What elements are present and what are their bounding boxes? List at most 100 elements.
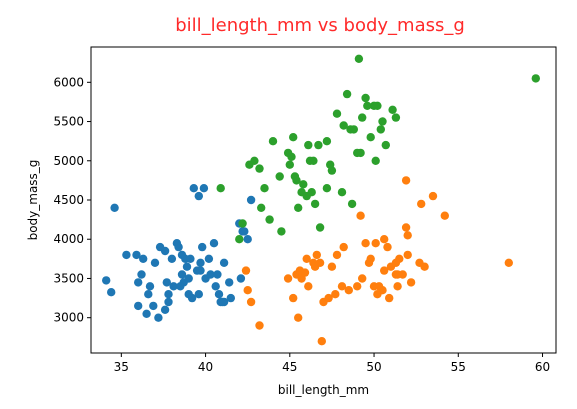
- data-point: [209, 239, 219, 248]
- y-tick-label: 4000: [53, 232, 84, 246]
- data-point: [366, 133, 375, 142]
- data-point: [167, 254, 177, 263]
- data-point: [142, 309, 151, 318]
- chart-title: bill_length_mm vs body_mass_g: [175, 15, 465, 36]
- data-point: [154, 313, 163, 322]
- data-point: [283, 274, 293, 283]
- data-point: [401, 176, 411, 185]
- data-point: [216, 184, 225, 193]
- data-point: [160, 246, 170, 256]
- data-point: [337, 188, 347, 197]
- data-point: [218, 297, 227, 307]
- data-point: [322, 184, 332, 193]
- data-point: [204, 254, 214, 263]
- data-point: [107, 288, 116, 297]
- data-point: [164, 297, 173, 307]
- data-point: [289, 133, 298, 142]
- data-point: [344, 286, 353, 295]
- data-point: [240, 227, 249, 236]
- data-point: [312, 250, 321, 260]
- data-point: [236, 274, 246, 283]
- data-point: [243, 286, 252, 295]
- data-point: [213, 270, 222, 279]
- data-point: [304, 282, 313, 291]
- data-point: [401, 223, 411, 232]
- data-point: [373, 101, 382, 111]
- data-point: [361, 93, 370, 103]
- data-point: [260, 184, 269, 193]
- data-point: [226, 293, 235, 303]
- data-point: [302, 254, 311, 263]
- data-point: [246, 297, 256, 307]
- data-point: [277, 227, 286, 236]
- x-tick-label: 35: [114, 360, 129, 374]
- data-point: [420, 262, 429, 271]
- data-point: [250, 156, 259, 165]
- x-tick-label: 55: [451, 360, 466, 374]
- data-point: [381, 140, 390, 150]
- data-point: [347, 199, 357, 209]
- data-point: [265, 215, 274, 224]
- data-point: [385, 293, 394, 303]
- data-point: [225, 278, 234, 287]
- data-point: [196, 266, 205, 275]
- data-point: [324, 293, 333, 303]
- data-point: [531, 74, 540, 83]
- data-point: [255, 164, 264, 173]
- data-point: [102, 276, 111, 285]
- series-0: [102, 184, 256, 322]
- data-point: [371, 156, 380, 165]
- data-point: [317, 337, 326, 346]
- data-point: [315, 258, 325, 267]
- y-axis-label: body_mass_g: [26, 160, 40, 241]
- x-tick-label: 45: [282, 360, 297, 374]
- data-point: [243, 235, 252, 244]
- data-point: [361, 239, 370, 248]
- data-point: [162, 278, 171, 287]
- data-point: [299, 180, 308, 189]
- data-point: [342, 89, 352, 99]
- data-point: [440, 211, 449, 220]
- data-point: [194, 191, 203, 201]
- series-2: [216, 54, 540, 244]
- data-point: [391, 258, 401, 267]
- data-point: [294, 203, 303, 212]
- data-point: [184, 274, 193, 283]
- x-axis-label: bill_length_mm: [278, 383, 369, 397]
- data-point: [176, 282, 185, 291]
- data-point: [371, 239, 380, 248]
- data-point: [326, 160, 335, 169]
- y-axis-ticks: 3000 3500 4000 4500 5000 5500 6000: [53, 75, 91, 325]
- data-point: [294, 313, 303, 322]
- plot-area-frame: [90, 46, 557, 354]
- data-point: [132, 250, 141, 260]
- data-point: [356, 211, 365, 220]
- x-tick-label: 50: [366, 360, 381, 374]
- data-point: [241, 266, 251, 275]
- data-point: [219, 258, 229, 267]
- y-tick-label: 4500: [53, 193, 84, 207]
- data-point: [349, 125, 358, 134]
- data-point: [289, 293, 298, 303]
- data-point: [134, 301, 143, 311]
- data-point: [150, 258, 160, 267]
- series-1: [241, 176, 513, 346]
- data-point: [122, 250, 131, 260]
- data-point: [174, 242, 183, 252]
- data-point: [383, 242, 392, 252]
- data-point: [255, 321, 264, 330]
- data-point: [144, 290, 153, 299]
- data-point: [358, 113, 367, 122]
- data-point: [110, 203, 119, 212]
- data-point: [194, 290, 203, 299]
- data-point: [376, 125, 385, 134]
- data-point: [403, 250, 412, 260]
- data-point: [391, 113, 401, 122]
- data-point: [302, 191, 311, 201]
- x-tick-label: 60: [535, 360, 550, 374]
- data-point: [149, 301, 158, 311]
- data-point: [285, 160, 294, 169]
- data-point: [186, 254, 195, 263]
- data-point: [177, 270, 187, 279]
- data-point: [235, 235, 244, 244]
